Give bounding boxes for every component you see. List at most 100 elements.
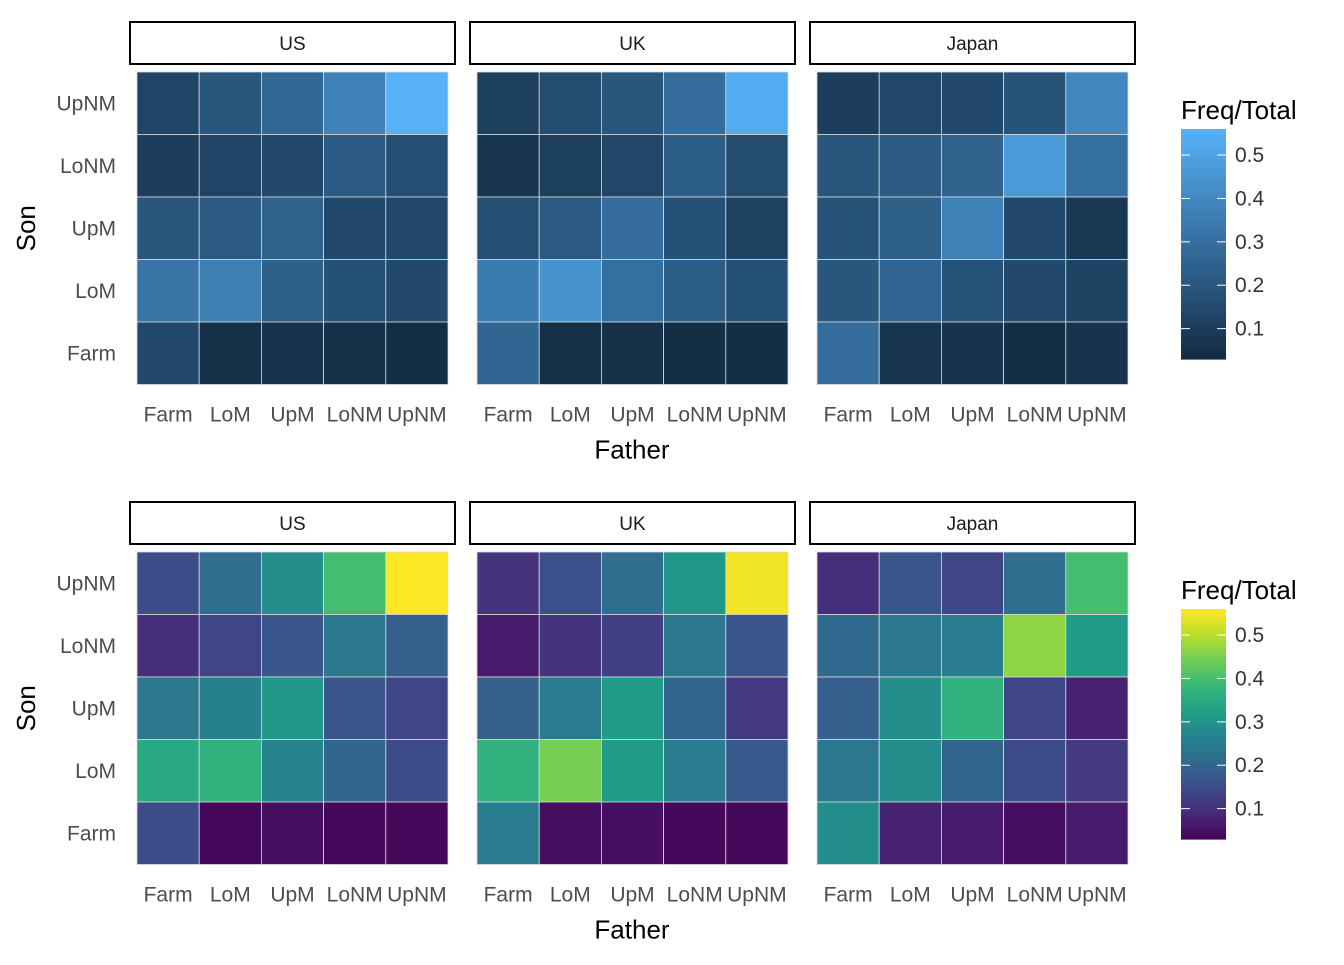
heatmap-cell <box>260 801 324 865</box>
legend-tick-label: 0.5 <box>1235 624 1264 647</box>
heatmap-cell <box>136 134 200 198</box>
legend-colorbar-segment <box>1181 806 1226 810</box>
x-axis-title: Father <box>594 915 669 945</box>
x-tick-label: UpNM <box>1067 404 1127 427</box>
legend-colorbar-segment <box>1181 285 1226 289</box>
legend-colorbar-segment <box>1181 198 1226 201</box>
heatmap-cell <box>323 321 387 385</box>
x-tick-label: UpM <box>610 404 654 427</box>
heatmap-cell <box>1003 801 1067 865</box>
legend-colorbar-segment <box>1181 636 1226 640</box>
legend-colorbar-segment <box>1181 779 1226 783</box>
facet-label: UK <box>619 514 646 535</box>
heatmap-cell <box>136 676 200 740</box>
legend-colorbar-segment <box>1181 620 1226 624</box>
legend-colorbar-segment <box>1181 673 1226 677</box>
heatmap-cell <box>538 134 602 198</box>
heatmap-cell <box>260 71 324 135</box>
legend-colorbar-segment <box>1181 758 1226 762</box>
heatmap-cell <box>725 614 789 678</box>
heatmap-cell <box>878 134 942 198</box>
heatmap-cell <box>1065 196 1129 260</box>
heatmap-cell <box>198 676 262 740</box>
legend-colorbar-segment <box>1181 701 1226 704</box>
heatmap-cell <box>385 551 449 615</box>
heatmap-cell <box>941 259 1005 323</box>
x-tick-label: LoNM <box>327 884 383 907</box>
heatmap-cell <box>663 259 727 323</box>
heatmap-cell <box>476 134 540 198</box>
heatmap-cell <box>816 676 880 740</box>
heatmap-cell <box>601 801 665 865</box>
legend-title: Freq/Total <box>1181 575 1297 605</box>
facet-strip-uk <box>469 21 796 65</box>
legend-colorbar-segment <box>1181 689 1226 693</box>
legend-colorbar-segment <box>1181 726 1226 730</box>
legend-colorbar-segment <box>1181 832 1226 835</box>
heatmap-cell <box>663 676 727 740</box>
legend-colorbar-segment <box>1181 230 1226 234</box>
heatmap-cell <box>1003 739 1067 803</box>
x-tick-label: UpNM <box>387 884 447 907</box>
heatmap-cell <box>198 259 262 323</box>
legend-colorbar-segment <box>1181 609 1226 612</box>
legend-colorbar-segment <box>1181 156 1226 160</box>
x-tick-label: UpM <box>610 884 654 907</box>
heatmap-cell <box>323 259 387 323</box>
legend-colorbar-segment <box>1181 730 1226 734</box>
legend-colorbar-segment <box>1181 322 1226 326</box>
heatmap-cell <box>601 739 665 803</box>
y-tick-label: UpM <box>72 697 116 720</box>
heatmap-cell <box>136 801 200 865</box>
legend-colorbar-segment <box>1181 802 1226 806</box>
legend-colorbar-segment <box>1181 809 1226 812</box>
heatmap-cell <box>601 614 665 678</box>
legend-colorbar-segment <box>1181 675 1226 679</box>
heatmap-cell <box>385 71 449 135</box>
legend-colorbar-segment <box>1181 237 1226 240</box>
heatmap-cell <box>663 321 727 385</box>
heatmap-cell <box>601 71 665 135</box>
heatmap-cell <box>816 259 880 323</box>
legend-colorbar-segment <box>1181 804 1226 808</box>
heatmap-cell <box>816 551 880 615</box>
heatmap-cell <box>323 551 387 615</box>
legend-colorbar-segment <box>1181 356 1226 360</box>
heatmap-cell <box>1065 71 1129 135</box>
heatmap-cell <box>260 614 324 678</box>
x-tick-label: LoM <box>550 884 591 907</box>
heatmap-cell <box>538 676 602 740</box>
x-tick-label: UpNM <box>387 404 447 427</box>
facet-strip-uk <box>469 501 796 545</box>
legend-colorbar-segment <box>1181 142 1226 146</box>
heatmap-cell <box>385 134 449 198</box>
legend-colorbar-segment <box>1181 239 1226 243</box>
legend-colorbar-segment <box>1181 292 1226 296</box>
legend-colorbar-segment <box>1181 352 1226 355</box>
legend-colorbar-segment <box>1181 283 1226 286</box>
heatmap-cell <box>941 134 1005 198</box>
heatmap-cell <box>538 321 602 385</box>
x-tick-label: Farm <box>824 884 873 907</box>
heatmap-cell <box>476 71 540 135</box>
legend-colorbar-segment <box>1181 257 1226 261</box>
heatmap-cell <box>136 196 200 260</box>
legend-colorbar-segment <box>1181 227 1226 231</box>
legend-colorbar-segment <box>1181 145 1226 148</box>
heatmap-cell <box>260 259 324 323</box>
legend-colorbar-segment <box>1181 207 1226 211</box>
facet-strip-us <box>129 501 456 545</box>
heatmap-cell <box>601 259 665 323</box>
heatmap-cell <box>198 801 262 865</box>
heatmap-cell <box>1003 259 1067 323</box>
legend-tick-label: 0.1 <box>1235 318 1264 341</box>
legend-colorbar-segment <box>1181 737 1226 741</box>
heatmap-cell <box>260 739 324 803</box>
x-axis-title: Father <box>594 435 669 465</box>
legend-colorbar-segment <box>1181 138 1226 142</box>
heatmap-cell <box>198 71 262 135</box>
facet-strip-japan <box>809 501 1136 545</box>
legend-colorbar-segment <box>1181 710 1226 714</box>
legend-colorbar-segment <box>1181 267 1226 270</box>
legend-colorbar-segment <box>1181 816 1226 819</box>
